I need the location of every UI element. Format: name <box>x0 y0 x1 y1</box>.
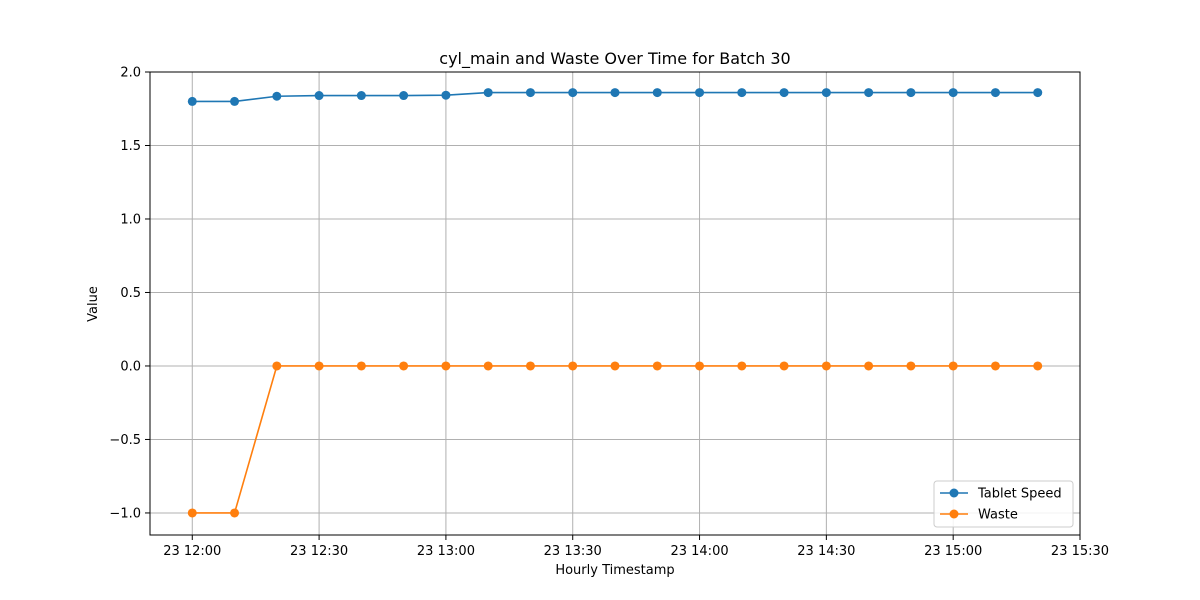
tablet-speed-point <box>441 90 451 100</box>
tablet-speed-point <box>779 88 789 98</box>
x-tick-label: 23 13:00 <box>417 544 475 559</box>
waste-point <box>1033 361 1043 371</box>
waste-point <box>525 361 535 371</box>
waste-point <box>610 361 620 371</box>
waste-point <box>314 361 324 371</box>
tablet-speed-point <box>230 96 240 106</box>
waste-point <box>356 361 366 371</box>
tablet-speed-point <box>737 88 747 98</box>
plot-frame <box>149 71 1081 536</box>
waste-point <box>272 361 282 371</box>
tablet-speed-point <box>399 91 409 101</box>
tablet-speed-point <box>1033 88 1043 98</box>
waste-point <box>441 361 451 371</box>
y-tick-label: −1.0 <box>109 506 141 521</box>
x-tick-label: 23 12:30 <box>290 544 348 559</box>
waste-point <box>864 361 874 371</box>
x-tick-label: 23 12:00 <box>163 544 221 559</box>
x-axis-label: Hourly Timestamp <box>555 563 674 578</box>
chart-title: cyl_main and Waste Over Time for Batch 3… <box>439 49 790 69</box>
y-tick-label: 1.5 <box>120 139 141 154</box>
tablet-speed-point <box>187 96 197 106</box>
ticks: 23 12:00 23 12:30 23 13:00 23 13:30 23 14:00… <box>109 66 1109 560</box>
y-tick-label: 1.0 <box>120 212 141 227</box>
tablet-speed-point <box>525 88 535 98</box>
tablet-speed-point <box>610 88 620 98</box>
x-tick-label: 23 14:30 <box>797 544 855 559</box>
tablet-speed-point <box>314 91 324 101</box>
waste-point <box>695 361 705 371</box>
waste-point <box>187 508 197 518</box>
waste-point <box>737 361 747 371</box>
waste-point <box>230 508 240 518</box>
y-tick-label: 0.5 <box>120 286 141 301</box>
waste-point <box>906 361 916 371</box>
waste-point <box>652 361 662 371</box>
waste-point <box>990 361 1000 371</box>
tablet-speed-point <box>864 88 874 98</box>
series-layer <box>187 88 1043 518</box>
waste-point <box>568 361 578 371</box>
tablet-speed-point <box>990 88 1000 98</box>
tablet-speed-point <box>356 91 366 101</box>
tablet-speed-point <box>568 88 578 98</box>
waste-point <box>948 361 958 371</box>
x-tick-label: 23 15:30 <box>1051 544 1109 559</box>
tablet-speed-point <box>906 88 916 98</box>
x-tick-label: 23 14:00 <box>670 544 728 559</box>
legend: Tablet Speed Waste <box>933 480 1074 528</box>
legend-waste-marker <box>949 509 959 519</box>
waste-point <box>821 361 831 371</box>
tablet-speed-point <box>948 88 958 98</box>
x-tick-label: 23 15:00 <box>924 544 982 559</box>
y-tick-label: −0.5 <box>109 433 141 448</box>
x-tick-label: 23 13:30 <box>544 544 602 559</box>
waste-point <box>399 361 409 371</box>
y-axis-label: Value <box>86 286 101 322</box>
legend-waste-label: Waste <box>978 508 1018 523</box>
tablet-speed-point <box>483 88 493 98</box>
grid <box>150 71 1081 535</box>
tablet-speed-point <box>695 88 705 98</box>
legend-tablet-speed-marker <box>949 488 959 498</box>
tablet-speed-point <box>652 88 662 98</box>
legend-box <box>933 480 1074 528</box>
waste-point <box>779 361 789 371</box>
y-tick-label: 0.0 <box>120 359 141 374</box>
y-tick-label: 2.0 <box>120 66 141 81</box>
waste-point <box>483 361 493 371</box>
tablet-speed-point <box>272 91 282 101</box>
tablet-speed-point <box>821 88 831 98</box>
legend-tablet-speed-label: Tablet Speed <box>977 487 1062 502</box>
